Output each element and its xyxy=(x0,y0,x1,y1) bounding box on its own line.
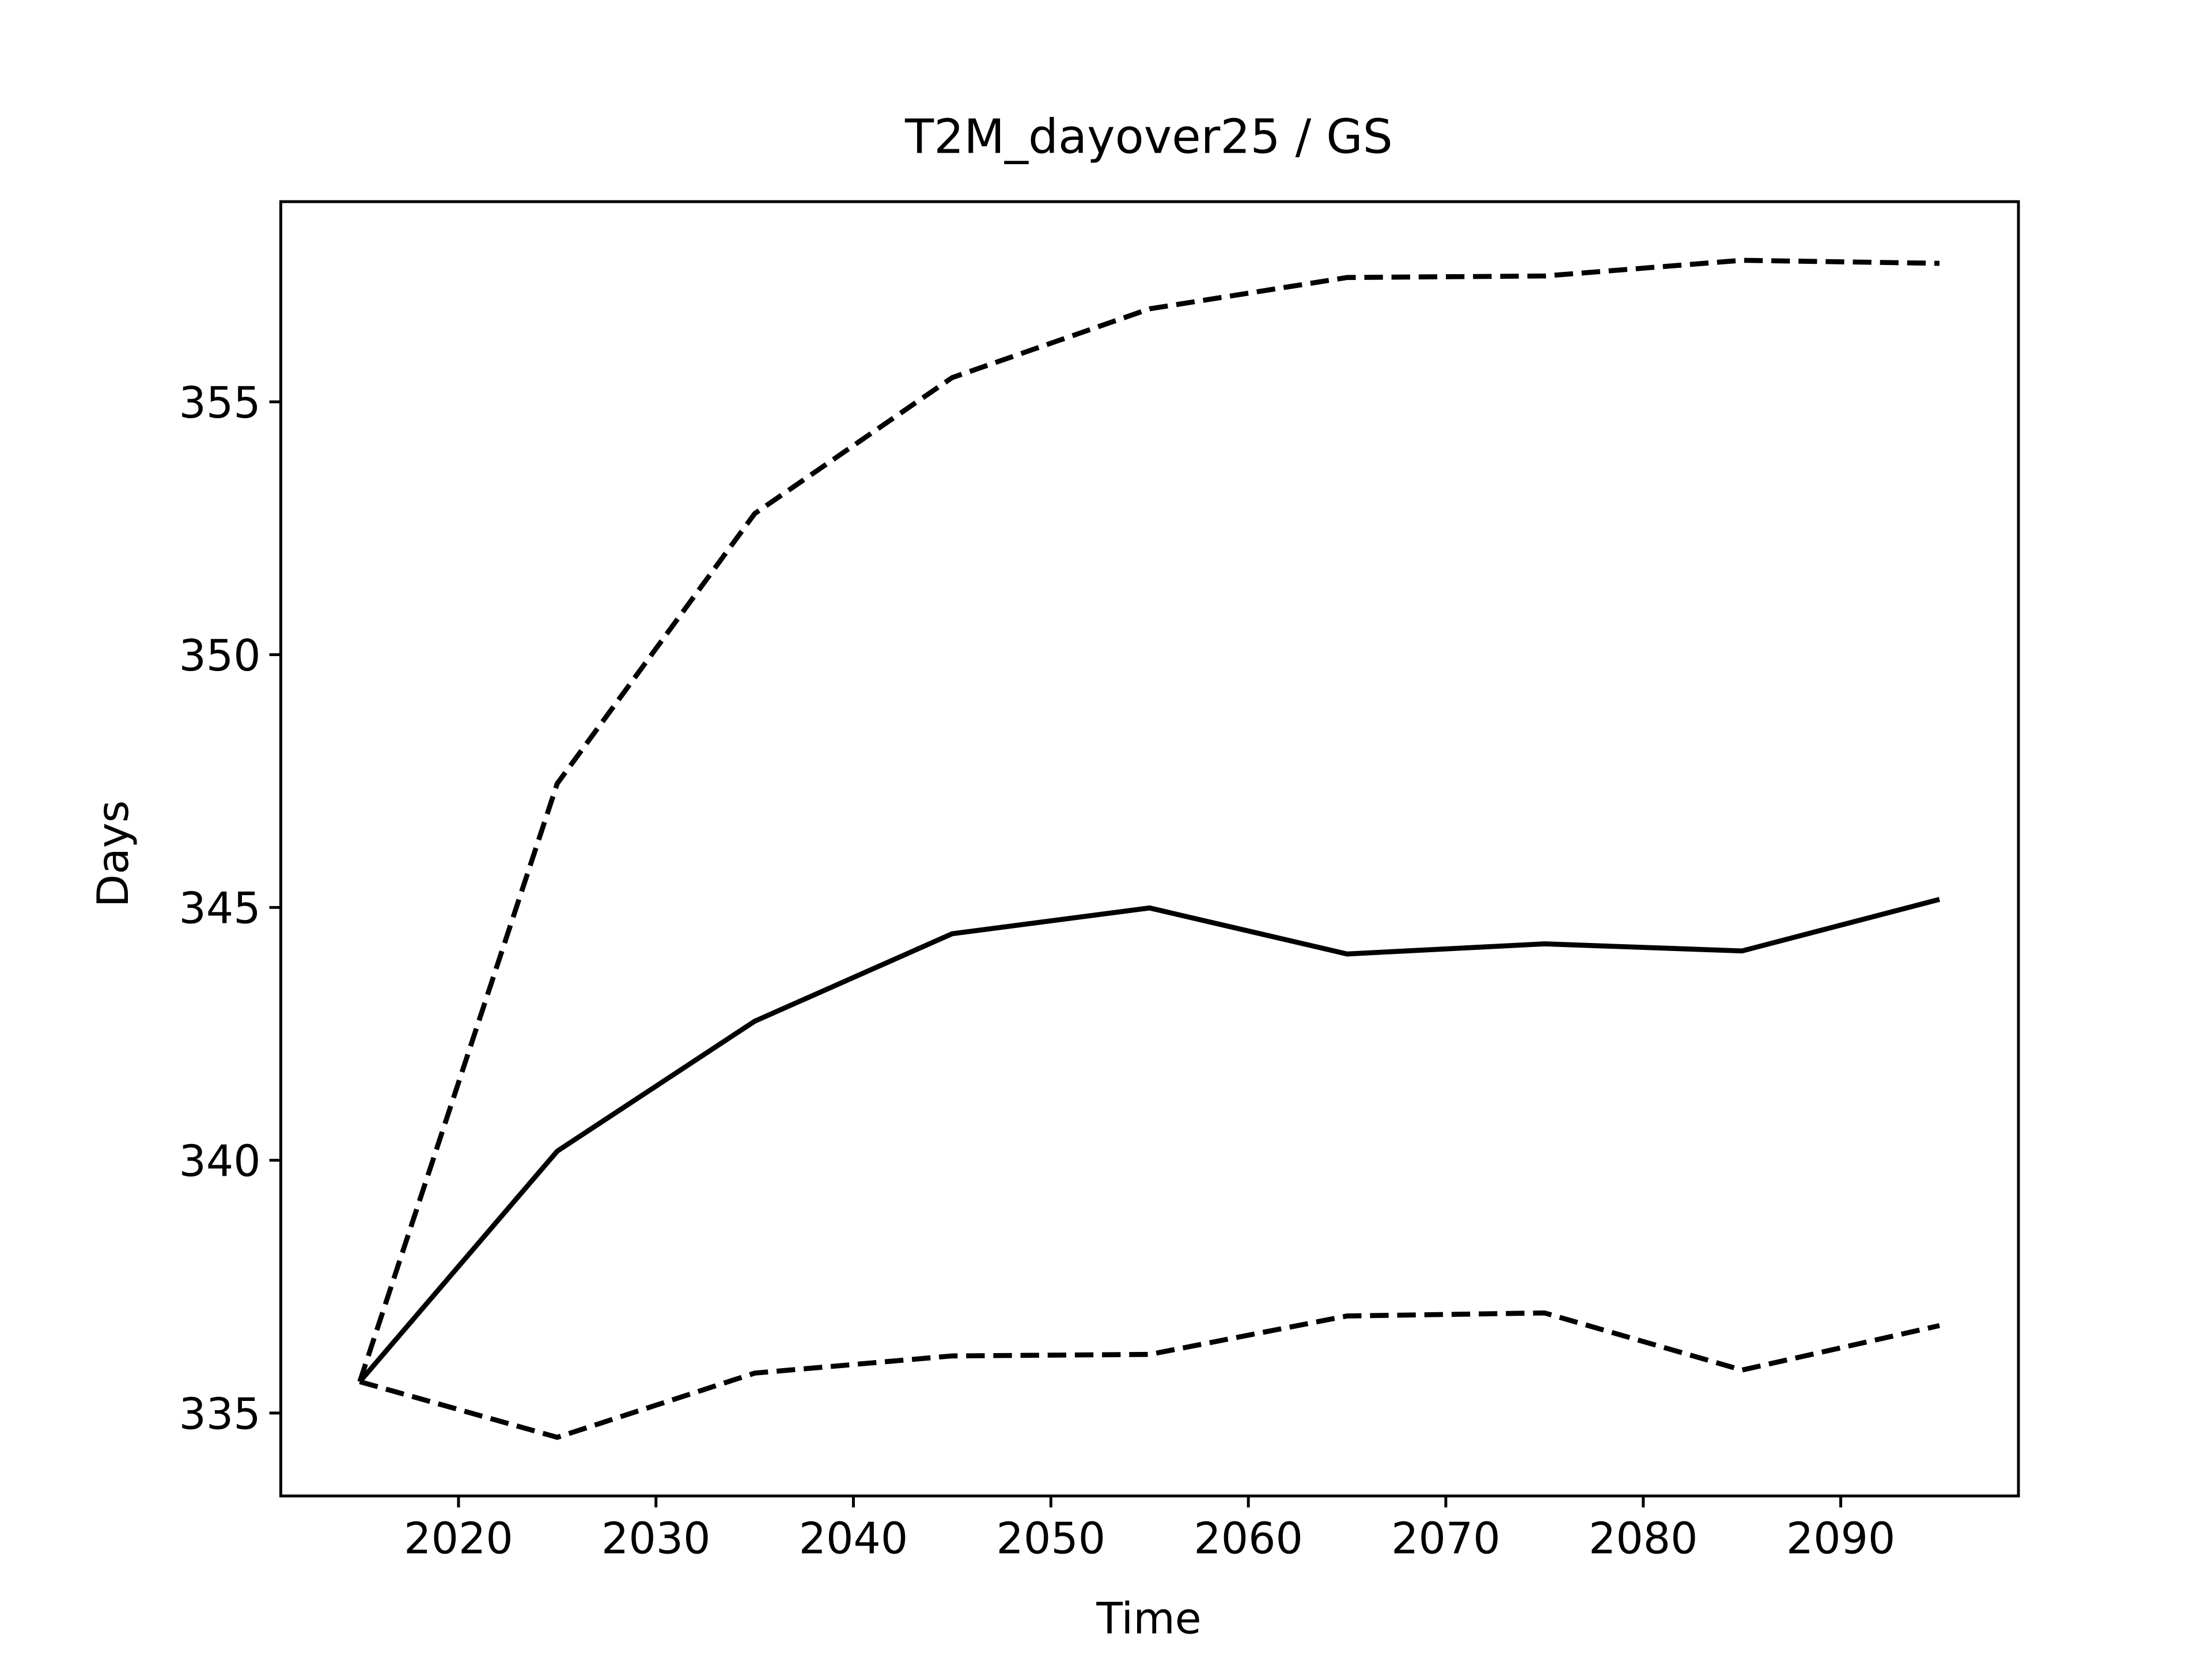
x-tick-label: 2030 xyxy=(601,1513,711,1563)
plot-frame xyxy=(279,200,2020,1498)
x-tick-label: 2040 xyxy=(799,1513,908,1563)
x-tick-label: 2050 xyxy=(997,1513,1106,1563)
y-tick-label: 355 xyxy=(179,378,261,428)
y-tick-label: 340 xyxy=(179,1136,261,1186)
x-tick-label: 2070 xyxy=(1391,1513,1501,1563)
x-tick-label: 2020 xyxy=(404,1513,513,1563)
x-tick-label: 2060 xyxy=(1194,1513,1303,1563)
y-tick-label: 335 xyxy=(179,1389,261,1439)
chart-title: T2M_dayover25 / GS xyxy=(904,110,1393,165)
line-series xyxy=(359,1310,1940,1440)
line-series xyxy=(358,897,1940,1384)
x-axis-label: Time xyxy=(1096,1593,1201,1643)
y-tick-label: 345 xyxy=(179,884,261,934)
x-tick-label: 2080 xyxy=(1589,1513,1698,1563)
x-tick-label: 2090 xyxy=(1786,1513,1896,1563)
y-tick-label: 350 xyxy=(179,631,261,681)
y-axis-label: Days xyxy=(88,800,138,907)
line-series xyxy=(357,257,1940,1382)
